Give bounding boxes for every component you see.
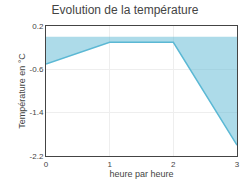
svg-text:Température en °C: Température en °C bbox=[17, 53, 27, 129]
svg-text:-0.6: -0.6 bbox=[30, 65, 44, 74]
svg-text:0.2: 0.2 bbox=[32, 22, 44, 31]
svg-text:heure par heure: heure par heure bbox=[109, 169, 173, 179]
svg-text:-1.4: -1.4 bbox=[30, 108, 44, 117]
svg-text:-2.2: -2.2 bbox=[30, 152, 44, 161]
svg-text:Evolution de la température: Evolution de la température bbox=[52, 3, 199, 17]
svg-text:3: 3 bbox=[235, 160, 240, 169]
svg-text:0: 0 bbox=[44, 160, 49, 169]
svg-text:2: 2 bbox=[171, 160, 176, 169]
svg-text:1: 1 bbox=[107, 160, 112, 169]
